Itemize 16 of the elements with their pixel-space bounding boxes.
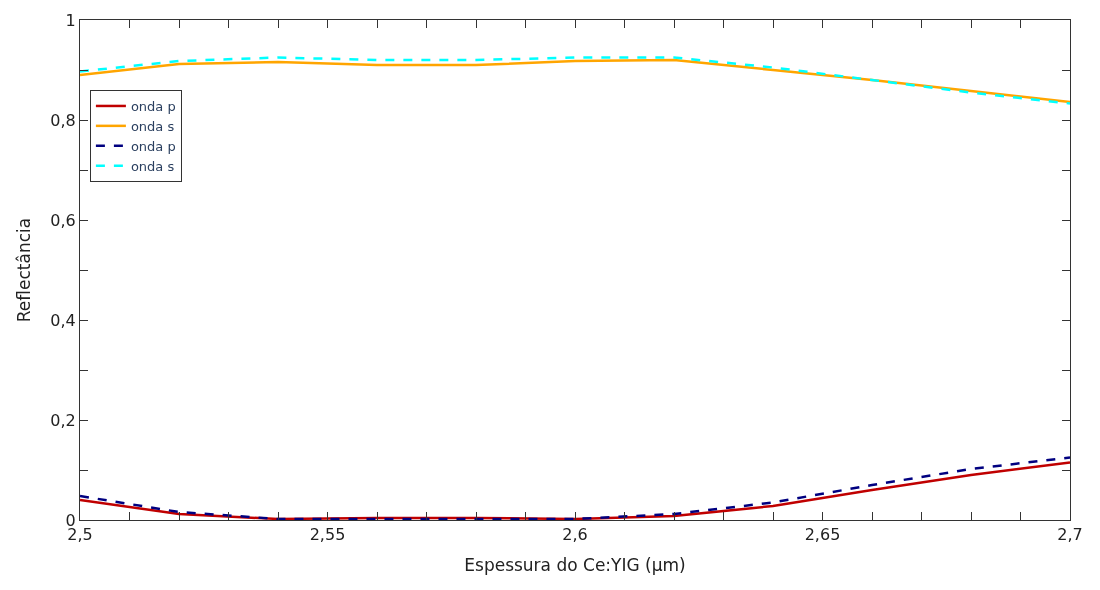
- y-tick-label: 0,2: [50, 410, 76, 430]
- legend-label: onda p: [130, 99, 176, 115]
- x-tick-label: 2,65: [804, 525, 841, 545]
- x-tick-label: 2,55: [309, 525, 346, 545]
- y-tick-label: 0,8: [50, 110, 76, 130]
- y-tick-label: 0,6: [50, 210, 76, 230]
- legend-label: onda s: [130, 158, 175, 174]
- y-tick-label: 0,4: [50, 310, 76, 330]
- y-tick-label: 1: [65, 10, 76, 30]
- legend-label: onda s: [130, 118, 175, 134]
- x-tick-label: 2,6: [562, 525, 588, 545]
- x-axis-title: Espessura do Ce:YIG (µm): [464, 554, 686, 575]
- x-tick-label: 2,7: [1057, 525, 1083, 545]
- x-tick-label: 2,5: [67, 525, 93, 545]
- y-axis-title: Reflectância: [13, 217, 34, 323]
- legend-label: onda p: [130, 138, 176, 154]
